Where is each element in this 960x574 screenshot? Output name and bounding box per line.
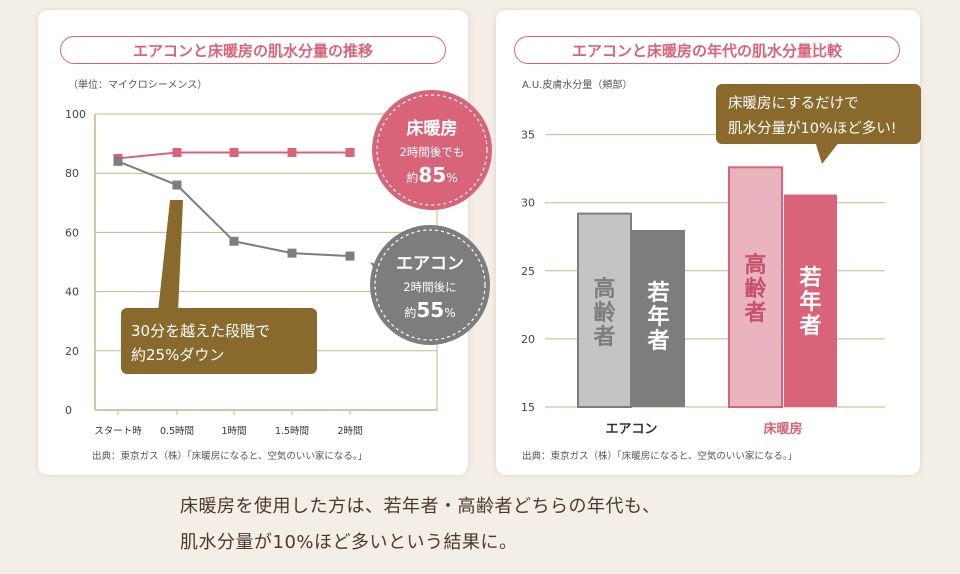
line-chart-point-floor-heating: [172, 147, 182, 157]
line-chart-y-tick-label: 80: [65, 167, 79, 180]
badge-floor-heating: [372, 90, 492, 210]
bar-series-label-char: 高: [593, 276, 615, 302]
bar-chart-source: 出典：東京ガス（株）「床暖房になると、空気のいい家になる。」: [522, 451, 798, 462]
bar-series-label-char: 若: [647, 280, 669, 306]
badge-suffix-floor-heating: %: [446, 171, 457, 185]
bar-series-label-char: 者: [798, 314, 821, 339]
line-chart-point-air-conditioner: [172, 180, 182, 190]
line-chart-title: エアコンと床暖房の肌水分量の推移: [60, 36, 446, 64]
bar-series-label-char: 者: [646, 329, 669, 354]
badge-suffix-air-conditioner: %: [444, 306, 455, 320]
bar-air-conditioner-elderly: [577, 212, 632, 408]
bar-series-label-char: 年: [647, 304, 669, 330]
line-chart-point-air-conditioner: [345, 251, 355, 261]
badge-number-floor-heating: 85: [418, 163, 446, 187]
line-chart-x-tick-label: 2時間: [337, 426, 362, 437]
bar-floor-heating-young: [784, 194, 837, 407]
bar-chart-title: エアコンと床暖房の年代の肌水分量比較: [514, 36, 900, 64]
badge-value-floor-heating: 約85%: [406, 163, 457, 187]
badge-prefix-floor-heating: 約: [406, 170, 418, 185]
annotation-pointer: [158, 200, 183, 312]
line-chart-y-tick-label: 100: [65, 108, 86, 121]
bar-chart-unit-label: A.U.皮膚水分量（頬部）: [522, 80, 633, 91]
badge-ring-floor-heating: [376, 94, 488, 206]
badge-prefix-air-conditioner: 約: [404, 305, 416, 320]
line-chart-point-floor-heating: [287, 147, 297, 157]
bar-series-label-char: 者: [592, 325, 615, 350]
annotation-drop-line-2: 約25%ダウン: [131, 346, 224, 364]
bar-series-label-char: 若: [799, 265, 821, 291]
line-chart-x-tick-label: 1.5時間: [275, 426, 309, 437]
bar-chart-category-label: 床暖房: [763, 421, 802, 437]
bar-floor-heating-elderly: [728, 166, 783, 408]
badge-line-floor-heating: 2時間後でも: [400, 145, 465, 159]
line-chart-x-tick-label: 0.5時間: [160, 426, 194, 437]
badge-title-air-conditioner: エアコン: [396, 254, 464, 274]
bar-series-label-char: 齢: [593, 300, 616, 326]
bar-chart-category-label: エアコン: [605, 422, 657, 437]
line-chart-x-tick-label: 1時間: [221, 426, 246, 437]
annotation-box-drop: [121, 308, 317, 374]
bar-chart-y-tick-label: 25: [521, 265, 535, 278]
caption-line-1: 床暖房を使用した方は、若年者・高齢者どちらの年代も、: [180, 496, 661, 517]
callout-line-2: 肌水分量が10%ほど多い!: [728, 120, 897, 137]
line-chart-point-air-conditioner: [287, 248, 297, 258]
line-chart-point-air-conditioner: [229, 236, 239, 246]
line-chart-y-tick-label: 0: [65, 404, 72, 417]
badge-value-air-conditioner: 約55%: [404, 298, 455, 322]
bar-air-conditioner-young: [632, 229, 685, 407]
line-chart-y-tick-label: 20: [65, 345, 79, 358]
callout-line-1: 床暖房にするだけで: [728, 95, 859, 112]
line-chart-unit-label: （単位：マイクロシーメンス）: [68, 80, 208, 91]
callout-box: [716, 84, 921, 144]
line-chart-y-tick-label: 60: [65, 226, 79, 239]
annotation-drop-line-1: 30分を越えた段階で: [131, 322, 270, 340]
badge-line-air-conditioner: 2時間後に: [403, 280, 456, 294]
bar-series-label-char: 者: [743, 301, 766, 326]
line-chart-point-air-conditioner: [113, 156, 123, 166]
bar-series-label-char: 年: [799, 289, 821, 315]
bar-series-label-char: 齢: [744, 276, 767, 302]
badge-ring-air-conditioner: [374, 229, 486, 341]
caption-line-2: 肌水分量が10%ほど多いという結果に。: [180, 532, 518, 553]
badge-number-air-conditioner: 55: [416, 298, 444, 322]
bar-series-label-char: 高: [744, 252, 766, 278]
badge-air-conditioner: [370, 225, 490, 345]
badge-title-floor-heating: 床暖房: [407, 118, 458, 139]
line-chart-x-tick-label: スタート時: [94, 426, 142, 437]
bar-chart-y-tick-label: 20: [521, 333, 535, 346]
line-chart-y-tick-label: 40: [65, 286, 79, 299]
line-chart-point-floor-heating: [229, 147, 239, 157]
line-chart-source: 出典：東京ガス（株）「床暖房になると、空気のいい家になる。」: [92, 451, 368, 462]
bar-chart-y-tick-label: 35: [521, 129, 535, 142]
callout-pointer: [815, 141, 840, 164]
bar-chart-y-tick-label: 30: [521, 197, 535, 210]
bar-chart-y-tick-label: 15: [521, 401, 535, 414]
line-chart-point-floor-heating: [345, 147, 355, 157]
